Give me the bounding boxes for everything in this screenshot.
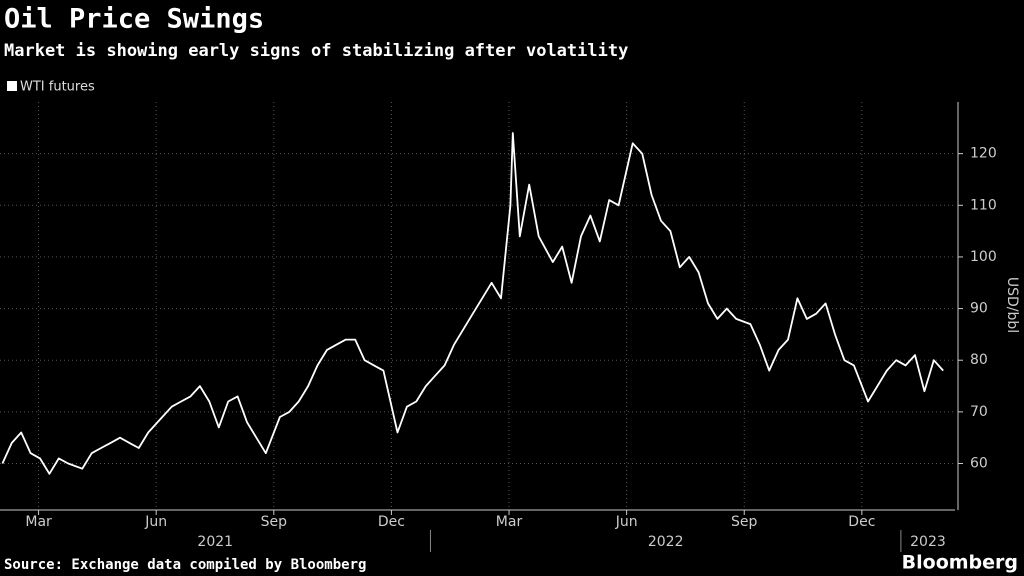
legend-swatch bbox=[7, 81, 17, 91]
y-tick-label: 70 bbox=[970, 404, 988, 420]
y-tick-label: 110 bbox=[970, 197, 997, 213]
legend-label: WTI futures bbox=[20, 80, 95, 95]
y-tick-label: 80 bbox=[970, 352, 988, 368]
x-tick-label: Sep bbox=[261, 514, 288, 530]
y-tick-label: 60 bbox=[970, 456, 988, 472]
brand: Bloomberg bbox=[902, 552, 1018, 574]
x-tick-label: Dec bbox=[848, 514, 875, 530]
x-tick-label: Mar bbox=[496, 514, 523, 530]
x-tick-label: Mar bbox=[25, 514, 52, 530]
x-tick-label: Dec bbox=[378, 514, 405, 530]
year-label: 2021 bbox=[197, 534, 233, 550]
x-tick-label: Jun bbox=[144, 514, 167, 530]
year-label: 2023 bbox=[910, 534, 946, 550]
year-label: 2022 bbox=[648, 534, 684, 550]
y-tick-label: 100 bbox=[970, 249, 997, 265]
x-tick-label: Jun bbox=[615, 514, 638, 530]
x-tick-label: Sep bbox=[731, 514, 758, 530]
source: Source: Exchange data compiled by Bloomb… bbox=[4, 557, 366, 573]
chart-title: Oil Price Swings bbox=[4, 4, 264, 35]
chart-subtitle: Market is showing early signs of stabili… bbox=[4, 41, 628, 61]
line-series bbox=[1, 132, 944, 475]
y-tick-label: 120 bbox=[970, 146, 997, 162]
y-axis-title: USD/bbl bbox=[1004, 277, 1020, 333]
y-tick-label: 90 bbox=[970, 301, 988, 317]
